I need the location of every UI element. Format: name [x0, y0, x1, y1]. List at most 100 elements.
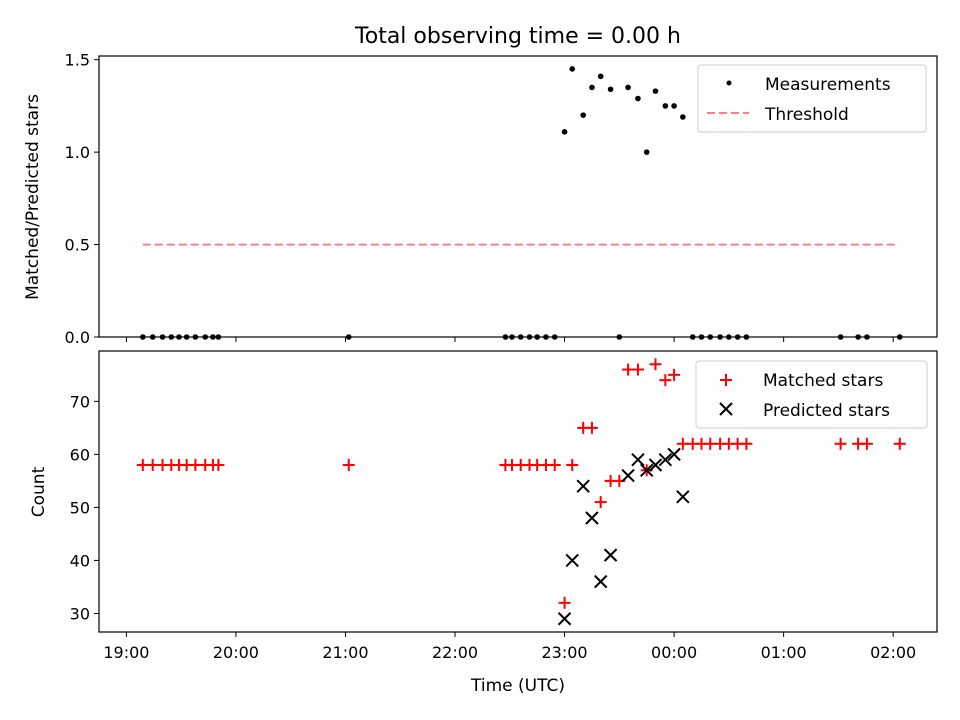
predicted-stars-point: [593, 574, 608, 589]
measurement-point: [210, 334, 216, 340]
measurement-point: [726, 334, 732, 340]
x-tick-label: 20:00: [213, 643, 259, 662]
matched-stars-point: [860, 437, 873, 450]
measurement-point: [569, 66, 576, 72]
measurement-point: [580, 112, 586, 118]
predicted-stars-point: [565, 553, 579, 568]
y-tick-label: 0.0: [65, 328, 90, 347]
measurement-point: [183, 334, 190, 340]
y-axis-label: Matched/Predicted stars: [23, 94, 43, 300]
matched-stars-point: [631, 363, 644, 376]
measurement-point: [635, 95, 641, 102]
legend-plus-marker: [720, 374, 732, 386]
measurement-point: [589, 84, 595, 91]
legend: Measurements Threshold: [697, 64, 927, 133]
matched-stars-point: [740, 437, 753, 450]
measurement-point: [543, 334, 549, 340]
measurement-point: [837, 334, 844, 340]
y-tick-label: 0.5: [65, 236, 90, 255]
legend-x-marker: [719, 402, 733, 416]
y-axis-label: Count: [29, 466, 49, 517]
measurement-point: [662, 103, 669, 109]
measurement-point: [680, 114, 686, 120]
measurement-marks: [140, 66, 903, 340]
measurement-point: [192, 334, 199, 340]
legend-label: Predicted stars: [763, 401, 890, 421]
measurements-panel: 0.0 0.5 1.0 1.5 Matched/Predicted stars Mea…: [23, 51, 938, 347]
legend-label: Measurements: [765, 75, 891, 95]
x-tick-label: 00:00: [651, 643, 697, 662]
measurement-point: [140, 334, 146, 340]
measurement-point: [597, 73, 604, 80]
matched-stars-point: [668, 368, 681, 381]
x-tick-label: 21:00: [322, 643, 368, 662]
x-tick-label: 02:00: [870, 643, 916, 662]
y-tick-label: 40: [70, 551, 90, 570]
predicted-stars-point: [603, 548, 618, 562]
measurement-point: [517, 334, 524, 340]
measurement-point: [707, 334, 714, 340]
legend: Matched stars Predicted stars: [695, 360, 928, 429]
measurement-point: [689, 334, 696, 340]
x-tick-label: 22:00: [432, 643, 478, 662]
measurement-point: [643, 149, 650, 155]
matched-stars-point: [566, 458, 579, 471]
measurement-point: [159, 334, 166, 340]
measurement-point: [671, 103, 677, 109]
measurement-point: [534, 334, 540, 340]
measurement-point: [698, 334, 705, 340]
measurement-point: [864, 334, 870, 340]
matched-stars-point: [558, 596, 571, 609]
measurement-point: [743, 334, 750, 340]
predicted-stars-point: [667, 447, 681, 462]
measurement-point: [215, 334, 222, 340]
axes: 30 40 50 60 70 19:00 20:00 21:00 22:00 23:00 00:00…: [70, 392, 917, 662]
measurement-point: [176, 334, 182, 340]
matched-stars-point: [659, 374, 672, 387]
x-tick-label: 19:00: [103, 643, 149, 662]
x-tick-label: 23:00: [542, 643, 588, 662]
measurement-point: [607, 86, 614, 93]
legend-label: Matched stars: [763, 371, 883, 391]
measurement-point: [149, 334, 156, 340]
plot-area-frame: [98, 350, 938, 633]
predicted-stars-point: [585, 511, 599, 525]
legend-dot-marker: [726, 80, 732, 86]
count-marks: [136, 358, 906, 626]
legend-box: [695, 360, 928, 429]
matched-stars-point: [342, 458, 355, 471]
measurement-point: [734, 334, 741, 340]
measurement-point: [561, 128, 568, 135]
matched-stars-point: [649, 358, 662, 371]
measurement-point: [509, 334, 515, 340]
y-tick-label: 50: [70, 498, 90, 517]
measurement-point: [345, 334, 352, 340]
counts-panel: 30 40 50 60 70 19:00 20:00 21:00 22:00 23:00 00:00…: [29, 350, 938, 696]
figure-title: Total observing time = 0.00 h: [354, 24, 681, 49]
matched-stars-point: [548, 458, 561, 471]
predicted-stars-point: [576, 479, 590, 493]
predicted-stars-point: [621, 468, 635, 483]
measurement-point: [896, 334, 903, 340]
predicted-stars-point: [631, 452, 645, 467]
predicted-stars-point: [648, 458, 663, 472]
measurement-point: [502, 334, 509, 340]
y-tick-label: 1.5: [65, 51, 90, 70]
matched-stars-point: [594, 496, 607, 509]
y-tick-label: 30: [70, 604, 90, 623]
measurement-point: [855, 334, 861, 340]
matched-stars-point: [212, 458, 225, 471]
measurement-point: [652, 88, 659, 94]
predicted-stars-point: [658, 452, 673, 467]
matched-stars-point: [834, 437, 847, 450]
measurement-point: [202, 334, 209, 340]
predicted-stars-point: [640, 463, 654, 477]
legend-box: [697, 64, 927, 133]
predicted-stars-point: [557, 612, 572, 626]
y-tick-label: 60: [70, 445, 90, 464]
x-tick-label: 01:00: [761, 643, 807, 662]
matched-stars-point: [893, 437, 906, 450]
x-axis-label: Time (UTC): [470, 676, 565, 696]
measurement-point: [616, 334, 623, 340]
